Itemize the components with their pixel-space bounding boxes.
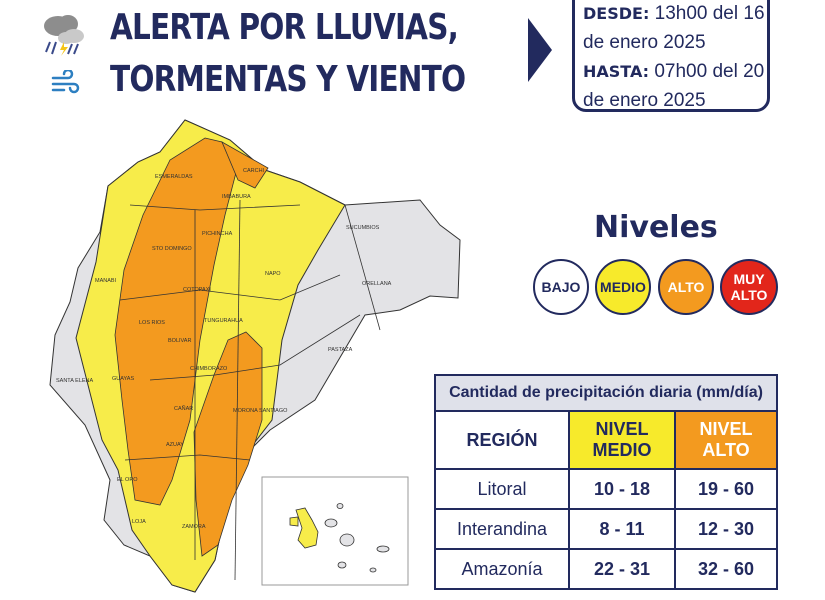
label-tungurahua: TUNGURAHUA bbox=[204, 318, 243, 324]
label-bolivar: BOLIVAR bbox=[168, 338, 191, 344]
precipitation-table: Cantidad de precipitación diaria (mm/día… bbox=[434, 374, 778, 590]
label-orellana: ORELLANA bbox=[362, 281, 392, 287]
label-imbabura: IMBABURA bbox=[222, 194, 251, 200]
alto-zone-west bbox=[114, 137, 239, 506]
label-sto-domingo: STO DOMINGO bbox=[152, 246, 192, 252]
col-alto: NIVEL ALTO bbox=[674, 410, 778, 470]
storm-cloud-icon bbox=[44, 15, 84, 56]
label-pastaza: PASTAZA bbox=[328, 347, 353, 353]
label-morona-santiago: MORONA SANTIAGO bbox=[233, 408, 288, 414]
label-zamora: ZAMORA bbox=[182, 524, 206, 530]
ecuador-map: ESMERALDAS CARCHI IMBABURA SUCUMBIOS PIC… bbox=[49, 119, 461, 593]
table-row: Amazonía 22 - 31 32 - 60 bbox=[434, 548, 778, 590]
label-los-rios: LOS RIOS bbox=[139, 320, 165, 326]
level-alto: ALTO bbox=[658, 259, 714, 315]
levels-title: Niveles bbox=[594, 210, 718, 245]
label-manabi: MANABI bbox=[95, 278, 117, 284]
label-guayas: GUAYAS bbox=[112, 376, 134, 382]
galapagos-inset bbox=[261, 476, 409, 586]
label-santa-elena: SANTA ELENA bbox=[56, 378, 94, 384]
label-chimborazo: CHIMBORAZO bbox=[190, 366, 228, 372]
alto-zone-carchi bbox=[221, 141, 269, 189]
wind-icon bbox=[51, 70, 80, 94]
table-title: Cantidad de precipitación diaria (mm/día… bbox=[434, 374, 778, 412]
arrow-icon bbox=[528, 18, 552, 82]
table-row: Litoral 10 - 18 19 - 60 bbox=[434, 468, 778, 510]
label-canar: CAÑAR bbox=[174, 405, 193, 412]
level-bajo: BAJO bbox=[533, 259, 589, 315]
label-azuay: AZUAY bbox=[166, 442, 184, 448]
label-cotopaxi: COTOPAXI bbox=[183, 287, 211, 293]
col-medio: NIVEL MEDIO bbox=[568, 410, 676, 470]
label-pichincha: PICHINCHA bbox=[202, 231, 233, 237]
label-el-oro: EL ORO bbox=[117, 477, 138, 483]
label-sucumbios: SUCUMBIOS bbox=[346, 225, 380, 231]
table-row: Interandina 8 - 11 12 - 30 bbox=[434, 508, 778, 550]
label-carchi: CARCHI bbox=[243, 168, 265, 174]
label-napo: NAPO bbox=[265, 271, 281, 277]
label-loja: LOJA bbox=[132, 519, 146, 525]
alert-period: DESDE: 13h00 del 16 de enero 2025 HASTA:… bbox=[572, 0, 770, 112]
label-esmeraldas: ESMERALDAS bbox=[155, 174, 193, 180]
page-title: ALERTA POR LLUVIAS, TORMENTAS Y VIENTO bbox=[110, 7, 466, 100]
alto-zone-east bbox=[193, 331, 263, 557]
level-muy-alto: MUY ALTO bbox=[720, 259, 778, 315]
col-region: REGIÓN bbox=[434, 410, 570, 470]
level-medio: MEDIO bbox=[595, 259, 651, 315]
